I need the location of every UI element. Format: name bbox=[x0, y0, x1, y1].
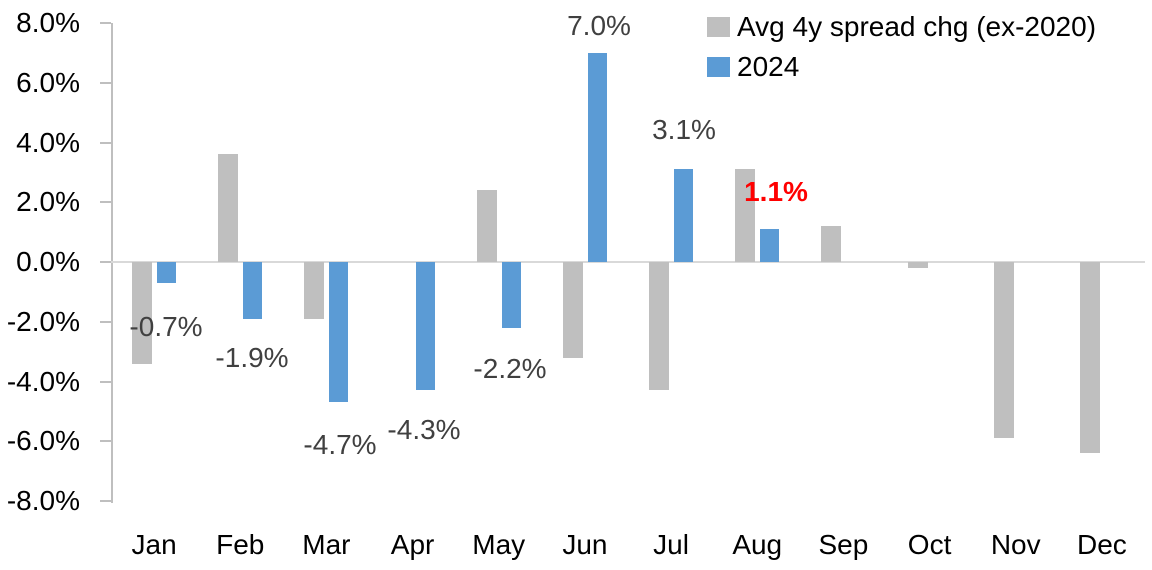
data-label-apr: -4.3% bbox=[387, 414, 461, 445]
x-axis-label-jun: Jun bbox=[562, 529, 608, 560]
zero-baseline bbox=[111, 261, 1145, 263]
bar-avg-nov bbox=[993, 262, 1014, 439]
bar-2024-jun bbox=[587, 52, 607, 262]
bar-2024-aug bbox=[760, 229, 780, 262]
y-axis-tick bbox=[100, 81, 111, 84]
data-label-feb: -1.9% bbox=[215, 342, 289, 373]
bar-avg-sep bbox=[821, 226, 842, 262]
y-axis-tick bbox=[100, 320, 111, 323]
bar-2024-mar bbox=[329, 262, 349, 403]
y-axis-tick bbox=[100, 380, 111, 383]
y-axis-tick bbox=[100, 500, 111, 502]
bar-avg-may bbox=[476, 190, 497, 262]
bar-avg-mar bbox=[304, 262, 325, 319]
data-label-mar: -4.7% bbox=[303, 429, 377, 460]
legend-label-avg: Avg 4y spread chg (ex-2020) bbox=[737, 11, 1097, 42]
x-axis-label-nov: Nov bbox=[990, 529, 1041, 560]
y-axis-label: 2.0% bbox=[16, 186, 80, 218]
y-axis-label: -6.0% bbox=[6, 425, 80, 457]
legend-entry-avg: Avg 4y spread chg (ex-2020) bbox=[707, 7, 1096, 47]
y-axis-label: -8.0% bbox=[6, 485, 80, 516]
y-axis-tick bbox=[100, 261, 111, 263]
bar-avg-jun bbox=[562, 262, 583, 358]
data-label-jun: 7.0% bbox=[567, 10, 631, 41]
data-label-may: -2.2% bbox=[473, 353, 547, 384]
x-axis-label-jan: Jan bbox=[131, 529, 177, 560]
y-axis-label: 6.0% bbox=[16, 66, 80, 98]
y-axis-tick bbox=[100, 440, 111, 443]
bar-avg-oct bbox=[907, 262, 928, 268]
x-axis-label-aug: Aug bbox=[732, 529, 783, 560]
y-axis-label: -4.0% bbox=[6, 365, 80, 397]
x-axis-label-oct: Oct bbox=[907, 529, 952, 560]
bar-avg-jan bbox=[132, 262, 153, 364]
x-axis-label-may: May bbox=[472, 529, 526, 560]
bar-2024-jul bbox=[674, 169, 694, 262]
bar-2024-feb bbox=[243, 262, 263, 319]
y-axis-label: 0.0% bbox=[16, 246, 80, 277]
bar-2024-may bbox=[501, 262, 521, 328]
y-axis-tick bbox=[100, 141, 111, 144]
bar-avg-feb bbox=[218, 154, 239, 262]
data-label-jul: 3.1% bbox=[652, 114, 716, 145]
bar-2024-jan bbox=[157, 262, 177, 283]
legend: Avg 4y spread chg (ex-2020) 2024 bbox=[707, 7, 1096, 87]
legend-label-2024: 2024 bbox=[737, 51, 800, 82]
y-axis-tick bbox=[100, 22, 111, 24]
x-axis-label-feb: Feb bbox=[216, 529, 265, 560]
x-axis-label-jul: Jul bbox=[653, 529, 689, 560]
y-axis-label: -2.0% bbox=[6, 305, 80, 337]
data-label-aug: 1.1% bbox=[744, 176, 808, 207]
y-axis-tick bbox=[100, 201, 111, 204]
x-axis-label-apr: Apr bbox=[390, 529, 435, 560]
y-axis-label: 4.0% bbox=[16, 126, 80, 158]
bar-avg-jul bbox=[649, 262, 670, 391]
legend-entry-2024: 2024 bbox=[707, 47, 1096, 87]
x-axis-label-mar: Mar bbox=[302, 529, 351, 560]
bar-2024-apr bbox=[415, 262, 435, 391]
x-axis-label-sep: Sep bbox=[818, 529, 869, 560]
data-label-jan: -0.7% bbox=[129, 311, 203, 342]
bar-avg-aug bbox=[735, 169, 756, 262]
bar-avg-dec bbox=[1079, 262, 1100, 454]
y-axis-label: 8.0% bbox=[16, 7, 80, 38]
x-axis-label-dec: Dec bbox=[1077, 529, 1127, 560]
y-axis-line bbox=[111, 23, 113, 503]
legend-swatch-avg bbox=[707, 17, 730, 37]
legend-swatch-2024 bbox=[707, 57, 730, 77]
